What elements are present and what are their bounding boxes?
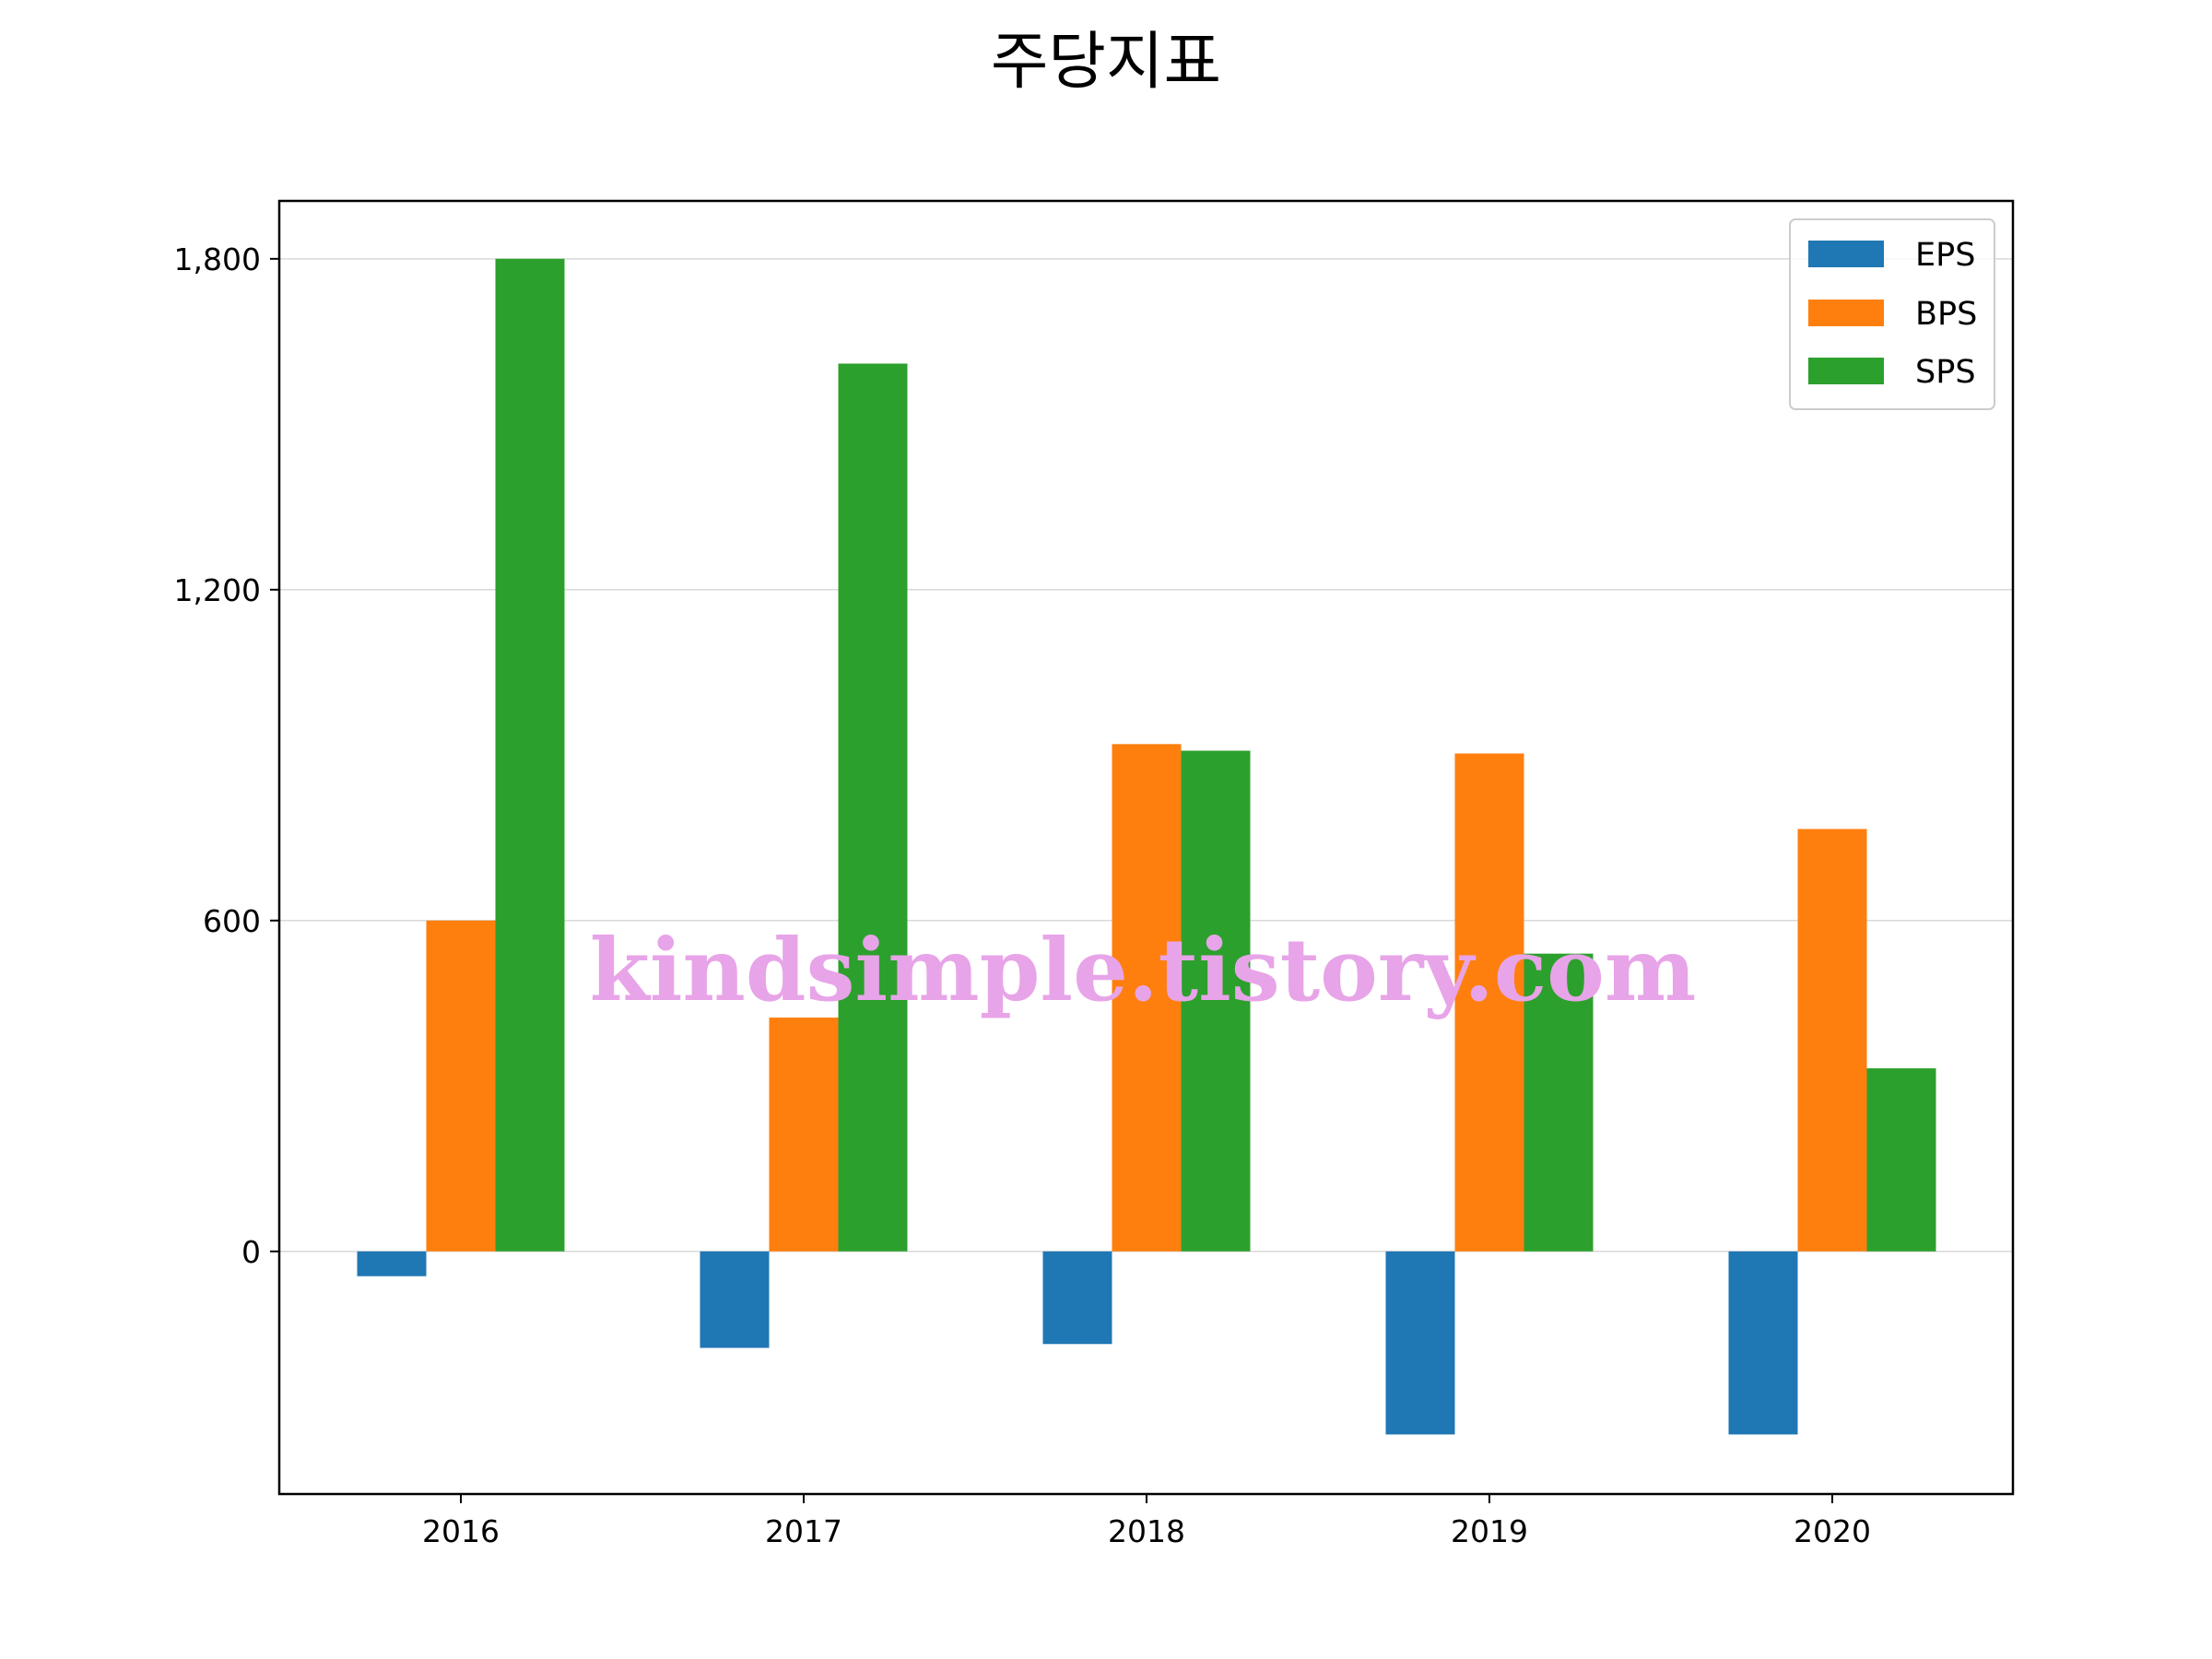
watermark: kindsimple.tistory.com: [590, 920, 1697, 1021]
bar-sps-2017: [838, 363, 908, 1252]
bar-bps-2017: [769, 1018, 839, 1252]
bar-sps-2019: [1524, 953, 1594, 1252]
bar-eps-2019: [1385, 1251, 1455, 1435]
x-tick-label: 2017: [765, 1513, 842, 1549]
bar-eps-2020: [1728, 1251, 1798, 1435]
legend: EPS BPS SPS: [1789, 218, 1995, 410]
legend-swatch-eps: [1808, 241, 1884, 267]
legend-label-eps: EPS: [1915, 237, 1975, 274]
y-tick-label: 600: [203, 903, 261, 939]
y-tick-label: 0: [241, 1234, 261, 1270]
legend-label-sps: SPS: [1915, 354, 1976, 391]
bar-bps-2020: [1797, 829, 1867, 1252]
x-tick-label: 2016: [422, 1513, 500, 1549]
x-tick-label: 2018: [1108, 1513, 1185, 1549]
plot-area: 0 600 1,200 1,800 2016 2017 2018 2019 2020: [174, 199, 2015, 1549]
bar-bps-2019: [1454, 753, 1524, 1252]
axes: 0 600 1,200 1,800 2016 2017 2018 2019 2020: [174, 241, 1871, 1549]
x-tick-label: 2020: [1794, 1513, 1871, 1549]
bar-bps-2016: [426, 920, 496, 1252]
bar-bps-2018: [1112, 744, 1182, 1252]
bar-eps-2018: [1042, 1251, 1112, 1345]
legend-swatch-bps: [1808, 300, 1884, 326]
legend-label-bps: BPS: [1915, 296, 1977, 333]
legend-swatch-sps: [1808, 358, 1884, 384]
bar-sps-2020: [1866, 1068, 1936, 1252]
bars: [357, 258, 1936, 1435]
bar-eps-2016: [357, 1251, 427, 1277]
x-tick-label: 2019: [1451, 1513, 1528, 1549]
bar-sps-2016: [495, 258, 565, 1252]
chart-title: 주당지표: [991, 26, 1221, 99]
plot-frame: [277, 199, 2015, 1496]
y-tick-label: 1,200: [174, 572, 261, 608]
bar-eps-2017: [700, 1251, 770, 1348]
y-tick-label: 1,800: [174, 241, 261, 277]
bar-sps-2018: [1181, 750, 1251, 1252]
